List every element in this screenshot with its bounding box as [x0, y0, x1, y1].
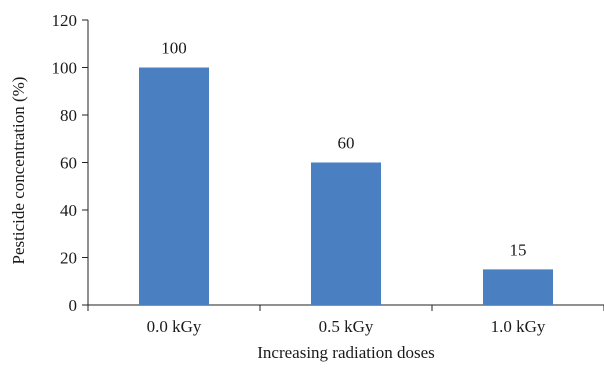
x-axis-title: Increasing radiation doses: [257, 343, 435, 362]
x-tick-label: 1.0 kGy: [491, 317, 546, 336]
bars: [139, 67, 553, 305]
y-tick-label: 80: [60, 106, 77, 125]
y-tick-label: 100: [52, 59, 78, 78]
data-label: 15: [510, 240, 527, 259]
y-tick-label: 120: [52, 11, 78, 30]
y-tick-label: 20: [60, 249, 77, 268]
bar: [311, 162, 381, 305]
x-tick-label: 0.0 kGy: [147, 317, 202, 336]
data-label: 60: [338, 134, 355, 153]
bar: [139, 67, 209, 305]
x-tick-label: 0.5 kGy: [319, 317, 374, 336]
y-tick-label: 60: [60, 154, 77, 173]
y-tick-label: 40: [60, 201, 77, 220]
y-tick-label: 0: [69, 296, 78, 315]
data-label: 100: [161, 39, 187, 58]
labels: 0 20 40 60 80 100 120 100 0.0 kGy 60 0.5 kGy 15 1.0 …: [52, 11, 546, 336]
y-axis-title: Pesticide concentration (%): [9, 77, 28, 265]
bar: [483, 269, 553, 305]
